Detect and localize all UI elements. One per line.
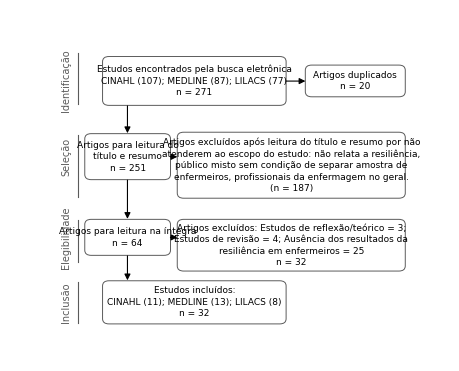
Text: Estudos incluídos:
CINAHL (11); MEDLINE (13); LILACS (8)
n = 32: Estudos incluídos: CINAHL (11); MEDLINE … (107, 286, 281, 318)
Text: Inclusão: Inclusão (61, 282, 71, 323)
FancyBboxPatch shape (177, 219, 405, 271)
FancyBboxPatch shape (177, 132, 405, 198)
Text: Elegibilidade: Elegibilidade (61, 206, 71, 269)
FancyBboxPatch shape (102, 56, 286, 105)
Text: Seleção: Seleção (61, 138, 71, 176)
Text: Estudos encontrados pela busca eletrônica
CINAHL (107); MEDLINE (87); LILACS (77: Estudos encontrados pela busca eletrônic… (97, 65, 292, 97)
FancyBboxPatch shape (102, 281, 286, 324)
FancyBboxPatch shape (305, 65, 405, 97)
Text: Artigos excluídos após leitura do título e resumo por não
atenderem ao escopo do: Artigos excluídos após leitura do título… (162, 137, 420, 193)
FancyBboxPatch shape (85, 134, 170, 180)
Text: Artigos para leitura do
título e resumo
n = 251: Artigos para leitura do título e resumo … (77, 141, 179, 173)
FancyBboxPatch shape (85, 219, 170, 255)
Text: Artigos excluídos: Estudos de reflexão/teórico = 3;
Estudos de revisão = 4; Ausê: Artigos excluídos: Estudos de reflexão/t… (174, 223, 408, 267)
Text: Identificação: Identificação (61, 50, 71, 112)
Text: Artigos duplicados
n = 20: Artigos duplicados n = 20 (313, 71, 397, 91)
Text: Artigos para leitura na íntegra
n = 64: Artigos para leitura na íntegra n = 64 (59, 227, 196, 247)
